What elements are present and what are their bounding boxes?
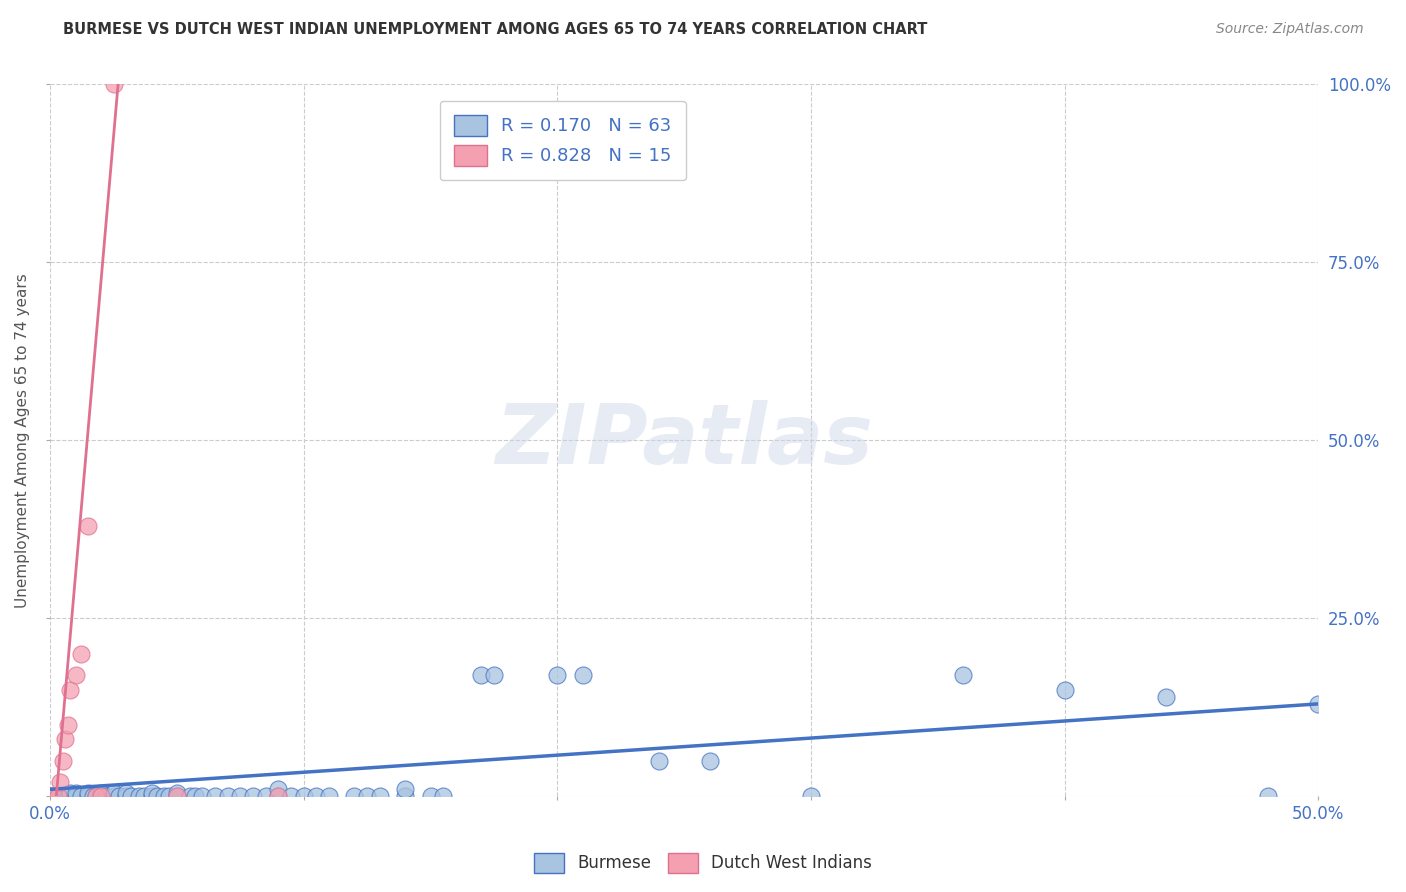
Point [145,789,167,804]
Point [94,789,117,804]
Point [65,668,87,682]
Point [267,782,290,797]
Point [368,789,391,804]
Point [77,789,100,804]
Point [648,754,671,768]
Point [69,789,91,804]
Point [153,789,176,804]
Point [1154,690,1177,704]
Text: Source: ZipAtlas.com: Source: ZipAtlas.com [1216,22,1364,37]
Point [128,789,150,804]
Point [90,789,112,804]
Point [280,789,302,804]
Point [77,519,100,533]
Point [56,718,79,732]
Point [59,682,82,697]
Legend: Burmese, Dutch West Indians: Burmese, Dutch West Indians [527,847,879,880]
Text: ZIPatlas: ZIPatlas [495,400,873,481]
Point [53,732,76,747]
Point [183,789,205,804]
Point [166,789,188,804]
Point [141,786,163,800]
Point [204,789,226,804]
Point [46,789,69,804]
Point [141,789,163,804]
Point [49,775,72,789]
Point [65,786,87,800]
Point [52,754,75,768]
Point [120,789,142,804]
Point [432,789,454,804]
Point [571,668,593,682]
Point [217,789,239,804]
Point [482,668,505,682]
Point [103,786,125,800]
Point [90,786,112,800]
Point [90,789,112,804]
Point [103,789,125,804]
Point [166,789,188,804]
Point [65,789,87,804]
Point [292,789,315,804]
Point [305,789,328,804]
Point [343,789,366,804]
Point [470,668,492,682]
Legend: R = 0.170   N = 63, R = 0.828   N = 15: R = 0.170 N = 63, R = 0.828 N = 15 [440,101,686,180]
Point [1308,697,1330,711]
Point [59,786,82,800]
Point [254,789,277,804]
Text: BURMESE VS DUTCH WEST INDIAN UNEMPLOYMENT AMONG AGES 65 TO 74 YEARS CORRELATION : BURMESE VS DUTCH WEST INDIAN UNEMPLOYMEN… [63,22,928,37]
Point [157,789,180,804]
Y-axis label: Unemployment Among Ages 65 to 74 years: Unemployment Among Ages 65 to 74 years [15,273,30,607]
Point [267,789,290,804]
Point [546,668,568,682]
Point [699,754,721,768]
Point [56,789,79,804]
Point [39,789,62,804]
Point [356,789,378,804]
Point [132,789,155,804]
Point [107,789,129,804]
Point [318,789,340,804]
Point [394,789,416,804]
Point [191,789,214,804]
Point [84,789,107,804]
Point [46,789,69,804]
Point [179,789,201,804]
Point [77,786,100,800]
Point [52,789,75,804]
Point [82,789,104,804]
Point [103,78,125,92]
Point [394,782,416,797]
Point [84,789,107,804]
Point [39,789,62,804]
Point [800,789,823,804]
Point [1053,682,1076,697]
Point [952,668,974,682]
Point [115,789,138,804]
Point [115,786,138,800]
Point [242,789,264,804]
Point [267,789,290,804]
Point [419,789,441,804]
Point [229,789,252,804]
Point [1257,789,1279,804]
Point [166,786,188,800]
Point [69,647,91,661]
